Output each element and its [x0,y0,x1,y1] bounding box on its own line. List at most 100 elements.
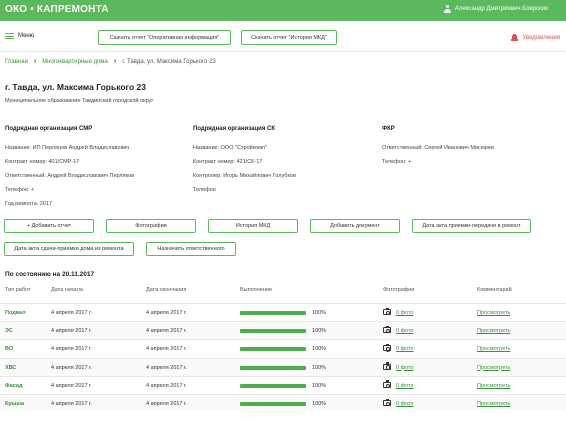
user-name: Александр Дмитриевич Боярских [454,6,548,12]
progress-bar-fill [240,383,306,388]
comment-link[interactable]: Просмотреть [477,328,511,335]
progress-bar-fill [240,365,306,370]
progress-label: 100% [312,346,327,353]
camera-icon [383,380,391,389]
photos-link[interactable]: 0 фото [396,364,414,371]
download-history-report-button[interactable]: Скачать отчет "История МКД" [241,30,337,45]
photos-link[interactable]: 0 фото [396,328,414,335]
chevron-right-icon: › [113,58,117,65]
photos-link[interactable]: 0 фото [396,310,414,316]
page-title: г. Тавда, ул. Максима Горького 23 [5,82,146,92]
table-row: ВО 4 апреля 2017 г. 4 апреля 2017 г. 100% 0 … [0,339,566,357]
notifications-button[interactable]: Уведомления [511,34,560,41]
breadcrumb: Главная › Многоквартирные дома › г. Тавд… [5,58,216,65]
end-date: 4 апреля 2017 г. [146,382,187,389]
fkr-responsible: Ответственный: Сергей Иванович Мисюрев [382,145,494,151]
table-row: Крыша 4 апреля 2017 г. 4 апреля 2017 г. 100… [0,394,566,412]
start-date: 4 апреля 2017 г. [51,364,92,371]
fkr-section: ФКР Ответственный: Сергей Иванович Мисюр… [382,126,494,173]
work-type-link[interactable]: Фасад [5,382,23,389]
top-bar: ОКО • КАПРЕМОНТА Александр Дмитриевич Бо… [0,0,566,21]
end-date: 4 апреля 2017 г. [146,346,187,353]
work-type-link[interactable]: ЭС [5,328,13,335]
camera-icon [383,325,391,334]
smr-repair-year: Год ремонта: 2017 [5,201,53,207]
brand-logo[interactable]: ОКО • КАПРЕМОНТА [5,4,109,15]
status-date-label: По состоянию на 20.11.2017 [5,271,95,278]
progress-bar [240,329,306,334]
breadcrumb-houses[interactable]: Многоквартирные дома [42,58,108,65]
start-date: 4 апреля 2017 г. [51,310,92,316]
work-type-link[interactable]: ХВС [5,364,17,371]
end-date: 4 апреля 2017 г. [146,364,187,371]
smr-header: Подрядная организация СМР [5,126,93,132]
toolbar: Меню Скачать отчет "Оперативная информац… [0,21,566,52]
photos-link[interactable]: 0 фото [396,346,414,353]
progress-label: 100% [312,382,327,389]
assign-responsible-button[interactable]: Назначить ответственного [146,242,236,256]
comment-link[interactable]: Просмотреть [477,364,511,371]
smr-name: Название: ИП Перлянов Андрей Владиславов… [5,145,130,151]
photos-button[interactable]: Фотографии [106,219,196,233]
end-date: 4 апреля 2017 г. [146,310,187,316]
camera-icon [383,362,391,370]
comment-link[interactable]: Просмотреть [477,401,511,407]
menu-label: Меню [18,33,35,39]
column-header: Выполнение [240,287,273,293]
breadcrumb-home[interactable]: Главная [5,58,28,65]
table-header: Тип работ Дата начала Дата окончания Вып… [0,285,566,299]
progress-label: 100% [312,328,327,335]
progress-bar [240,347,306,352]
breadcrumb-current: г. Тавда, ул. Максима Горького 23 [122,58,216,65]
photos-link[interactable]: 0 фото [396,401,414,407]
sk-contractor-section: Подрядная организация СК Название: ООО "… [193,126,296,201]
work-type-link[interactable]: ВО [5,346,14,353]
hamburger-icon [5,33,14,40]
municipality-label: Муниципальное образование Тавдинский гор… [5,98,154,104]
progress-bar [240,311,306,315]
start-date: 4 апреля 2017 г. [51,401,92,407]
smr-contractor-section: Подрядная организация СМР Название: ИП П… [5,126,134,215]
end-date: 4 апреля 2017 г. [146,328,187,335]
column-header: Фотографии [383,287,415,293]
progress-bar [240,402,306,406]
table-row: Подвал 4 апреля 2017 г. 4 апреля 2017 г. 10… [0,303,566,321]
sk-contract: Контракт номер: 421/СК-17 [193,159,263,165]
progress-bar-fill [240,311,306,315]
work-type-link[interactable]: Крыша [5,401,25,407]
column-header: Тип работ [5,287,31,293]
table-row: ХВС 4 апреля 2017 г. 4 апреля 2017 г. 100% 0… [0,357,566,376]
chevron-right-icon: › [33,58,37,65]
comment-link[interactable]: Просмотреть [477,382,511,389]
smr-contract: Контракт номер: 401/СМР-17 [5,159,80,165]
fkr-header: ФКР [382,126,395,132]
user-menu[interactable]: Александр Дмитриевич Боярских [443,5,548,13]
add-document-button[interactable]: Добавить документ [310,219,400,233]
progress-bar-fill [240,402,306,406]
start-date: 4 апреля 2017 г. [51,328,92,335]
sk-controller: Контролер: Игорь Михайлович Голубков [193,173,296,179]
smr-responsible: Ответственный: Андрей Владиславович Перл… [5,173,135,179]
progress-bar [240,365,306,370]
acceptance-date-button[interactable]: Дата акта сдачи-приемки дома из ремонта [4,242,134,256]
menu-button[interactable]: Меню [5,33,35,40]
progress-bar [240,383,306,388]
add-report-button[interactable]: + Добавить отчет [4,219,94,233]
download-operative-report-button[interactable]: Скачать отчет "Оперативная информация" [98,30,231,45]
start-date: 4 апреля 2017 г. [51,346,92,353]
bell-icon [511,34,519,41]
history-button[interactable]: История МКД [208,219,298,233]
end-date: 4 апреля 2017 г. [146,401,187,407]
progress-label: 100% [312,310,327,316]
photos-link[interactable]: 0 фото [396,382,414,389]
user-icon [443,5,451,13]
work-type-link[interactable]: Подвал [5,310,26,316]
progress-bar-fill [240,329,306,334]
comment-link[interactable]: Просмотреть [477,310,511,316]
handover-date-button[interactable]: Дата акта приемки-передачи в ремонт [412,219,531,233]
column-header: Комментарий [477,287,512,293]
notifications-label: Уведомления [522,34,560,41]
table-row: ЭС 4 апреля 2017 г. 4 апреля 2017 г. 100% 0 … [0,321,566,340]
progress-bar-fill [240,347,306,352]
comment-link[interactable]: Просмотреть [477,346,511,353]
